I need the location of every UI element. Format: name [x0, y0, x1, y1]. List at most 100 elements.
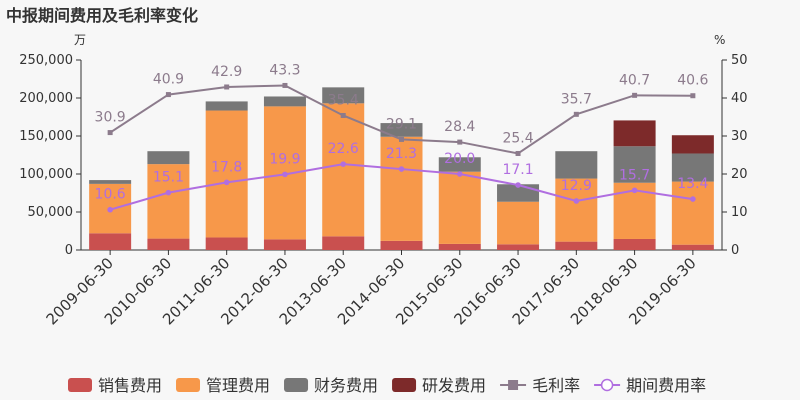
bar-segment	[205, 101, 248, 111]
bar-segment	[263, 96, 306, 107]
y-right-tick-label: 40	[731, 91, 748, 106]
y-right-tick-label: 0	[731, 243, 739, 258]
y-left-tick-label: 100,000	[19, 167, 73, 182]
line-point	[165, 189, 172, 196]
y-right-tick-label: 10	[731, 205, 748, 220]
legend-marker	[508, 380, 519, 390]
legend[interactable]: 销售费用 管理费用 财务费用 研发费用 毛利率 期间费用率	[68, 376, 706, 395]
data-label: 43.3	[269, 62, 300, 78]
bar-segment	[89, 233, 132, 250]
y-left-tick-label: 0	[65, 243, 73, 258]
line-point	[690, 196, 696, 202]
line-point	[632, 92, 638, 98]
line-point	[340, 161, 347, 167]
line-point	[107, 206, 113, 213]
bar-segment	[438, 157, 481, 172]
data-label: 13.4	[677, 176, 708, 192]
bar-segment	[147, 238, 190, 250]
data-label: 29.1	[386, 116, 417, 132]
legend-swatch	[68, 378, 92, 392]
data-label: 17.8	[211, 159, 242, 175]
legend-marker	[600, 378, 614, 392]
lines: 30.9 40.9 42.9 43.3 35.4 29.1 28.4 25.4 35.7 40.7…	[95, 62, 709, 213]
legend-label: 毛利率	[532, 376, 580, 395]
legend-label: 管理费用	[206, 376, 270, 395]
bar-segment	[671, 181, 714, 245]
data-label: 22.6	[328, 141, 359, 157]
line-point	[223, 179, 230, 186]
bar-segment	[438, 243, 481, 250]
bar-segment	[671, 135, 714, 154]
bar-segment	[671, 153, 714, 182]
data-label: 12.9	[561, 178, 592, 194]
line-point	[573, 198, 580, 204]
bar-segment	[497, 201, 540, 245]
bar-segment	[555, 241, 598, 250]
data-label: 20.0	[444, 151, 475, 167]
right-axis-unit: %	[714, 33, 725, 47]
line-point	[573, 111, 579, 117]
bar-segment	[263, 239, 306, 250]
data-label: 42.9	[211, 64, 242, 80]
bar-segment	[497, 244, 540, 250]
left-axis-unit: 万	[74, 33, 86, 47]
line-point	[165, 92, 171, 98]
bar-segment	[380, 123, 423, 137]
y-left-tick-label: 150,000	[19, 129, 73, 144]
bar-segment	[380, 136, 423, 241]
legend-label: 研发费用	[422, 376, 486, 395]
line-point	[456, 171, 463, 177]
bar-segment	[205, 237, 248, 250]
line-point	[515, 182, 521, 188]
line-point	[398, 166, 405, 172]
legend-swatch	[392, 378, 417, 392]
y-left-tick-label: 50,000	[28, 205, 74, 220]
data-label: 30.9	[95, 110, 126, 126]
bar-segment	[380, 240, 423, 250]
bar-segment	[205, 110, 248, 238]
bar-segment	[555, 178, 598, 242]
bar-segment	[555, 151, 598, 179]
bar-segment	[613, 120, 656, 147]
y-left-tick-label: 200,000	[19, 91, 73, 106]
y-right-tick-label: 20	[731, 167, 748, 182]
line-point	[282, 171, 288, 178]
bar-segment	[147, 151, 190, 165]
bar-segment	[613, 146, 656, 183]
data-label: 28.4	[444, 119, 475, 135]
legend-label: 销售费用	[98, 376, 162, 395]
data-label: 40.7	[619, 72, 650, 88]
y-left-tick-label: 250,000	[19, 53, 73, 68]
y-right-tick-label: 30	[731, 129, 748, 144]
data-label: 25.4	[502, 130, 533, 146]
bar-segment	[322, 87, 365, 104]
data-label: 35.7	[561, 91, 592, 107]
data-label: 10.6	[95, 187, 126, 203]
line-point	[631, 187, 638, 194]
bar-segment	[671, 244, 714, 250]
bar-segment	[147, 164, 190, 239]
chart-title: 中报期间费用及毛利率变化	[6, 6, 199, 25]
line-point	[515, 150, 521, 156]
bar-segment	[613, 238, 656, 250]
bar-segment	[438, 171, 481, 244]
data-label: 21.3	[386, 146, 417, 162]
line-point	[690, 93, 696, 99]
data-label: 35.4	[328, 92, 359, 108]
line-point	[340, 112, 346, 118]
legend-swatch	[176, 378, 201, 392]
legend-label: 期间费用率	[626, 376, 706, 395]
data-label: 17.1	[502, 162, 533, 178]
data-label: 40.6	[677, 73, 708, 89]
bar-segment	[322, 103, 365, 237]
line-point	[457, 139, 463, 145]
bar-segment	[89, 180, 132, 184]
y-right-tick-label: 50	[731, 53, 748, 68]
line-point	[282, 82, 288, 88]
line-point	[107, 130, 113, 136]
data-label: 40.9	[153, 72, 184, 88]
legend-swatch	[284, 378, 309, 392]
line-point	[224, 84, 230, 90]
bar-segment	[322, 236, 365, 250]
